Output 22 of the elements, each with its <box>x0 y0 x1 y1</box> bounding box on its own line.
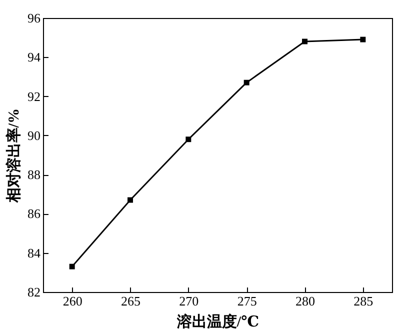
y-tick-label: 96 <box>28 10 41 26</box>
x-tick-label: 265 <box>121 294 140 308</box>
y-tick-label: 90 <box>28 128 40 143</box>
y-tick-label: 84 <box>28 245 41 260</box>
y-axis-title: 相对溶出率/% <box>4 108 22 204</box>
point <box>186 136 192 142</box>
x-axis-title: 溶出温度/℃ <box>176 312 260 330</box>
point <box>69 264 75 270</box>
y-tick-label: 88 <box>28 167 40 182</box>
y-tick-label: 86 <box>28 206 41 222</box>
point <box>128 197 133 203</box>
y-tick-label: 92 <box>28 88 40 104</box>
point <box>302 38 308 44</box>
y-tick-label: 94 <box>28 50 41 65</box>
x-tick-label: 270 <box>179 294 199 308</box>
point <box>244 80 250 86</box>
y-tick-label: 82 <box>28 284 40 300</box>
x-tick-label: 275 <box>237 294 257 308</box>
x-tick-label: 280 <box>296 294 315 308</box>
x-tick-label: 260 <box>62 294 82 308</box>
x-tick-label: 285 <box>354 294 374 308</box>
point <box>360 36 366 42</box>
